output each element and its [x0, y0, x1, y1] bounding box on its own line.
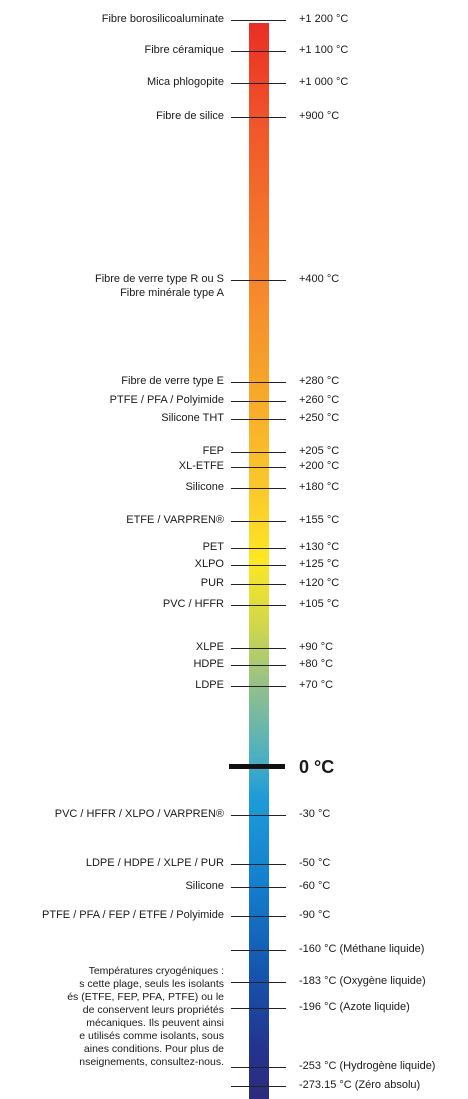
scale-tick: [231, 1008, 286, 1009]
scale-tick: [231, 916, 286, 917]
scale-tick: [231, 401, 286, 402]
cryogenic-note: Températures cryogéniques :s cette plage…: [0, 965, 224, 1069]
scale-tick: [231, 950, 286, 951]
material-label: PVC / HFFR: [162, 598, 224, 610]
temperature-label: +90 °C: [299, 641, 334, 653]
temperature-label: +200 °C: [299, 460, 340, 472]
material-label: LDPE / HDPE / XLPE / PUR: [85, 857, 224, 869]
cryogenic-note-line: nseignements, consultez-nous.: [79, 1056, 224, 1068]
scale-tick: [231, 280, 286, 281]
scale-tick: [231, 815, 286, 816]
material-label: XL-ETFE: [178, 460, 224, 472]
temperature-label: -253 °C (Hydrogène liquide): [299, 1060, 436, 1072]
temperature-label: +250 °C: [299, 412, 340, 424]
material-label: XLPE: [195, 641, 224, 653]
material-label: Silicone: [185, 481, 224, 493]
scale-tick: [231, 648, 286, 649]
temperature-label: +130 °C: [299, 541, 340, 553]
cryogenic-note-line: de conservent leurs propriétés: [82, 1004, 224, 1016]
temperature-label: +1 000 °C: [299, 76, 349, 88]
temperature-label: -30 °C: [299, 808, 331, 820]
scale-tick: [231, 605, 286, 606]
material-label: Fibre borosilicoaluminate: [101, 13, 224, 25]
temperature-label: +125 °C: [299, 558, 340, 570]
material-label: Silicone: [185, 880, 224, 892]
scale-tick: [231, 83, 286, 84]
material-label: LDPE: [195, 679, 224, 691]
scale-tick: [231, 887, 286, 888]
temperature-label: -50 °C: [299, 857, 331, 869]
material-label: PET: [202, 541, 224, 553]
material-label: PTFE / PFA / Polyimide: [109, 394, 224, 406]
material-label: ETFE / VARPREN®: [126, 514, 224, 526]
scale-tick: [231, 1067, 286, 1068]
zero-marker-line: [229, 764, 285, 769]
temperature-label: +900 °C: [299, 110, 340, 122]
temperature-label: +120 °C: [299, 577, 340, 589]
scale-tick: [231, 565, 286, 566]
scale-tick: [231, 584, 286, 585]
temperature-label: +400 °C: [299, 273, 340, 285]
scale-tick: [231, 982, 286, 983]
scale-tick: [231, 488, 286, 489]
scale-tick: [231, 382, 286, 383]
material-label: Fibre de verre type E: [121, 375, 224, 387]
temperature-label: -60 °C: [299, 880, 331, 892]
material-label: Fibre de verre type R ou S: [94, 273, 224, 285]
cryogenic-note-line: e utilisés comme isolants, sous: [79, 1030, 224, 1042]
cryogenic-note-line: aines conditions. Pour plus de: [83, 1043, 224, 1055]
zero-label: 0 °C: [299, 757, 335, 777]
material-label: Mica phlogopite: [146, 76, 224, 88]
scale-tick: [231, 548, 286, 549]
temperature-label: +205 °C: [299, 445, 340, 457]
scale-tick: [231, 51, 286, 52]
material-label: Fibre de silice: [156, 110, 224, 122]
temperature-label: +260 °C: [299, 394, 340, 406]
temperature-label: +155 °C: [299, 514, 340, 526]
temperature-label: +80 °C: [299, 658, 334, 670]
scale-tick: [231, 521, 286, 522]
scale-tick: [231, 665, 286, 666]
material-label: PUR: [200, 577, 224, 589]
temperature-label: -196 °C (Azote liquide): [299, 1001, 410, 1013]
material-label: PTFE / PFA / FEP / ETFE / Polyimide: [42, 909, 224, 921]
temperature-label: +70 °C: [299, 679, 334, 691]
material-label: Silicone THT: [161, 412, 224, 424]
temperature-gradient-bar: [249, 23, 269, 1099]
temperature-label: +180 °C: [299, 481, 340, 493]
scale-tick: [231, 864, 286, 865]
material-label: Fibre céramique: [144, 44, 224, 56]
material-label: XLPO: [194, 558, 224, 570]
temperature-label: +1 100 °C: [299, 44, 349, 56]
cryogenic-note-line: Températures cryogéniques :: [88, 965, 224, 977]
scale-tick: [231, 1086, 286, 1087]
temperature-label: +280 °C: [299, 375, 340, 387]
cryogenic-note-line: és (ETFE, FEP, PFA, PTFE) ou le: [67, 991, 224, 1003]
material-label: HDPE: [193, 658, 224, 670]
scale-tick: [231, 452, 286, 453]
scale-tick: [231, 117, 286, 118]
material-label-secondary: Fibre minérale type A: [120, 287, 224, 299]
scale-tick: [231, 686, 286, 687]
material-label: PVC / HFFR / XLPO / VARPREN®: [54, 808, 224, 820]
material-label: FEP: [202, 445, 224, 457]
scale-tick: [231, 20, 286, 21]
scale-tick: [231, 467, 286, 468]
cryogenic-note-line: s cette plage, seuls les isolants: [79, 978, 224, 990]
temperature-label: -183 °C (Oxygène liquide): [299, 975, 426, 987]
scale-tick: [231, 419, 286, 420]
temperature-label: -160 °C (Méthane liquide): [299, 943, 425, 955]
cryogenic-note-line: mécaniques. Ils peuvent ainsi: [86, 1017, 224, 1029]
temperature-label: -273.15 °C (Zéro absolu): [299, 1079, 421, 1091]
temperature-label: +105 °C: [299, 598, 340, 610]
temperature-label: +1 200 °C: [299, 13, 349, 25]
temperature-label: -90 °C: [299, 909, 331, 921]
